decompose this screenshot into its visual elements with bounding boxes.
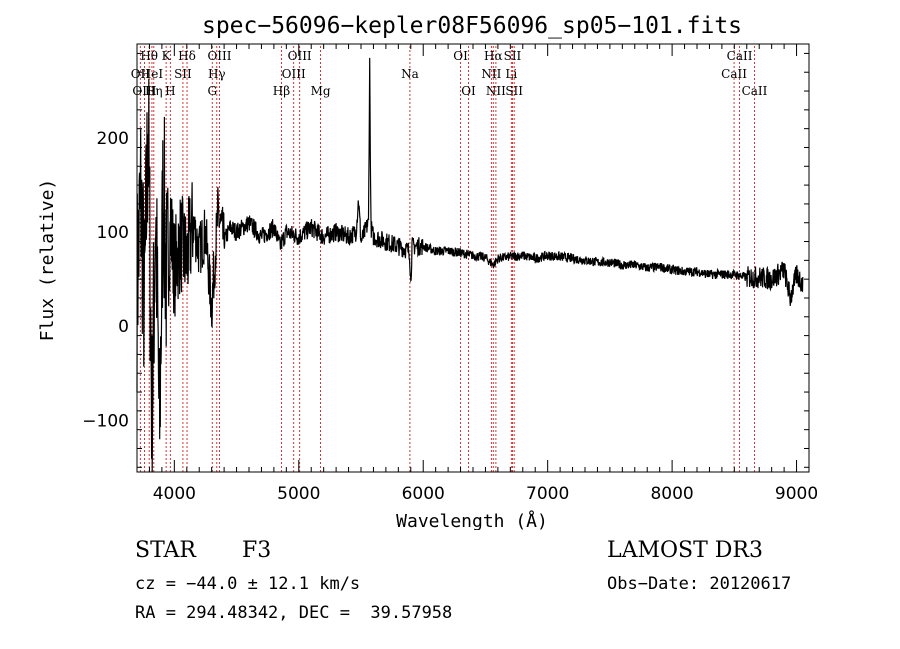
line-label-0: OII bbox=[131, 67, 151, 81]
x-tick-label-3: 7000 bbox=[526, 484, 569, 504]
line-label-12: Hβ bbox=[273, 84, 290, 98]
line-label-7: H bbox=[165, 84, 175, 98]
survey-name: LAMOST DR3 bbox=[607, 538, 763, 563]
x-axis-ticks: 4000 5000 6000 7000 8000 9000 bbox=[148, 44, 818, 504]
object-class: STAR bbox=[135, 538, 196, 563]
spectrum-chart: spec−56096−kepler08F56096_sp05−101.fits … bbox=[37, 13, 818, 530]
x-tick-label-1: 5000 bbox=[277, 484, 320, 504]
line-label-27: CaII bbox=[742, 84, 768, 98]
line-label-23: Li bbox=[505, 67, 517, 81]
spectral-line-markers bbox=[139, 46, 755, 472]
x-tick-label-2: 6000 bbox=[402, 484, 445, 504]
line-label-5: K bbox=[162, 49, 172, 63]
line-label-6: SII bbox=[174, 67, 192, 81]
line-label-1: OIII bbox=[132, 84, 156, 98]
chart-title: spec−56096−kepler08F56096_sp05−101.fits bbox=[202, 13, 742, 39]
line-label-24: SII bbox=[505, 84, 523, 98]
line-label-14: OIII bbox=[282, 67, 306, 81]
line-label-2: Hθ bbox=[140, 49, 158, 63]
y-tick-label-2: 100 bbox=[97, 223, 129, 243]
observation-date: Obs−Date: 20120617 bbox=[607, 574, 792, 594]
line-label-4: Hη bbox=[145, 84, 163, 98]
y-tick-label-1: 0 bbox=[118, 317, 129, 337]
line-label-18: OI bbox=[461, 84, 476, 98]
x-tick-label-5: 9000 bbox=[775, 484, 818, 504]
ra-dec-coordinates: RA = 294.48342, DEC = 39.57958 bbox=[135, 603, 453, 623]
line-label-15: Mg bbox=[311, 84, 331, 98]
spectrum-line bbox=[136, 57, 804, 473]
line-label-16: Na bbox=[401, 67, 419, 81]
y-tick-label-3: 200 bbox=[97, 129, 129, 149]
line-label-13: OIII bbox=[288, 49, 312, 63]
y-axis-label: Flux (relative) bbox=[37, 179, 58, 342]
x-tick-label-0: 4000 bbox=[153, 484, 196, 504]
line-label-21: NII bbox=[486, 84, 506, 98]
line-label-3: HeI bbox=[141, 67, 164, 81]
x-axis-label: Wavelength (Å) bbox=[396, 510, 548, 530]
line-label-25: CaII bbox=[727, 49, 753, 63]
line-label-17: OI bbox=[453, 49, 468, 63]
redshift-cz: cz = −44.0 ± 12.1 km/s bbox=[135, 574, 361, 594]
line-label-8: Hδ bbox=[178, 49, 196, 63]
line-label-9: OIII bbox=[207, 49, 231, 63]
line-label-26: CaII bbox=[721, 67, 747, 81]
x-tick-label-4: 8000 bbox=[650, 484, 693, 504]
y-tick-label-0: −100 bbox=[82, 411, 129, 431]
y-axis-ticks: −100 0 100 200 bbox=[82, 52, 809, 468]
line-label-22: SII bbox=[504, 49, 522, 63]
object-subclass: F3 bbox=[242, 538, 272, 563]
line-label-20: NII bbox=[481, 67, 501, 81]
line-label-11: G bbox=[207, 84, 217, 98]
line-label-19: Hα bbox=[484, 49, 503, 63]
line-label-10: Hγ bbox=[208, 67, 226, 81]
